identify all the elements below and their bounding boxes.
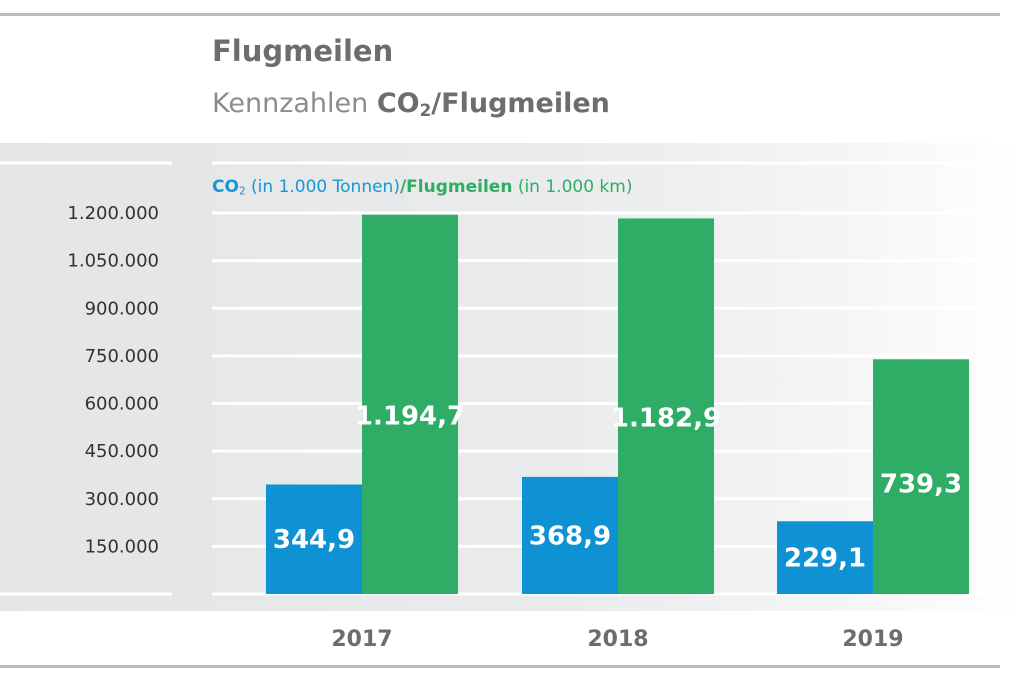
bar-co2 [266, 484, 362, 594]
x-axis-ticks: 2017 2018 2019 [331, 627, 903, 652]
bottom-rule [0, 665, 1000, 668]
subtitle-prefix: Kennzahlen [212, 88, 377, 119]
x-tick-label: 2017 [331, 627, 392, 652]
bar-flugmeilen [618, 218, 714, 594]
chart-title: Flugmeilen [212, 34, 394, 68]
y-axis-ticks: 150.000 300.000 450.000 600.000 750.000 900.0… [67, 203, 159, 557]
data-label-co2: 344,9 [273, 525, 355, 555]
legend-flugmeilen: /Flugmeilen (in 1.000 km) [400, 177, 633, 197]
bars [266, 214, 969, 595]
x-tick-label: 2019 [842, 627, 903, 652]
y-tick-label: 750.000 [85, 346, 159, 367]
y-tick-label: 900.000 [85, 298, 159, 319]
legend-co2-unit: (in 1.000 Tonnen) [245, 177, 400, 197]
y-tick-label: 600.000 [85, 394, 159, 415]
top-rule [0, 13, 1000, 16]
chart-subtitle: Kennzahlen CO2/Flugmeilen [212, 88, 610, 120]
bar-co2 [522, 476, 618, 594]
data-label-flugmeilen: 739,3 [880, 470, 962, 500]
legend-co2-sub: 2 [238, 185, 246, 198]
legend-fm-bold: /Flugmeilen [399, 177, 513, 197]
subtitle-suffix: /Flugmeilen [431, 88, 610, 119]
y-tick-label: 1.050.000 [67, 251, 159, 272]
data-label-co2: 229,1 [784, 544, 866, 574]
y-tick-label: 300.000 [85, 489, 159, 510]
subtitle-co2-sub: 2 [419, 100, 432, 121]
data-label-co2: 368,9 [529, 521, 611, 551]
legend-co2-bold: CO [212, 177, 239, 197]
bar-co2 [777, 521, 873, 594]
bar-flugmeilen [362, 214, 458, 595]
y-tick-label: 450.000 [85, 441, 159, 462]
data-label-flugmeilen: 1.182,9 [611, 403, 721, 433]
y-tick-label: 150.000 [85, 536, 159, 557]
data-labels: 344,9 1.194,7 368,9 1.182,9 229,1 739,3 [273, 402, 962, 574]
data-label-flugmeilen: 1.194,7 [355, 402, 465, 432]
y-tick-label: 1.200.000 [67, 203, 159, 224]
chart-legend: CO2 (in 1.000 Tonnen)/Flugmeilen (in 1.0… [212, 177, 632, 198]
x-tick-label: 2018 [587, 627, 648, 652]
subtitle-co2-text: CO [376, 88, 420, 119]
bar-flugmeilen [873, 359, 969, 594]
legend-co2: CO2 (in 1.000 Tonnen) [212, 177, 400, 198]
legend-fm-unit: (in 1.000 km) [512, 177, 633, 197]
subtitle-co2: CO2/Flugmeilen [376, 88, 610, 121]
